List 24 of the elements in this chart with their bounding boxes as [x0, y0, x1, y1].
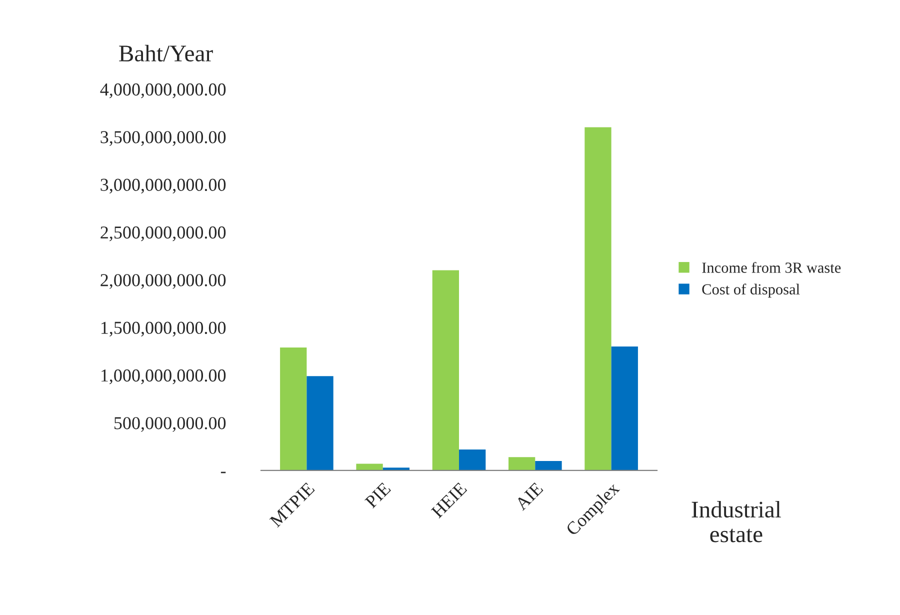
legend-label: Cost of disposal [702, 284, 800, 298]
y-tick-label: 1,500,000,000.00 [101, 322, 226, 337]
x-axis-title: Industrial estate [692, 500, 781, 542]
bar [508, 457, 536, 470]
legend-label: Income from 3R waste [702, 262, 841, 273]
y-tick-label: 1,000,000,000.00 [101, 369, 226, 384]
y-tick-label: 3,500,000,000.00 [100, 131, 226, 146]
y-tick-label: 4,000,000,000.00 [100, 83, 226, 98]
bar [356, 464, 383, 470]
x-tick-label: PIE [364, 482, 392, 509]
y-tick-label: 2,500,000,000.00 [100, 226, 226, 242]
y-axis-title: Baht/Year [119, 44, 213, 62]
bar [584, 127, 612, 470]
bar [459, 450, 486, 470]
bar [432, 270, 459, 470]
y-tick-label: 2,000,000,000.00 [100, 274, 226, 289]
y-tick-label: 500,000,000.00 [114, 417, 226, 432]
x-tick-label: AIE [514, 482, 544, 511]
bar [535, 460, 562, 470]
y-tick-label: 3,000,000,000.00 [100, 178, 226, 194]
bar [306, 376, 334, 470]
y-tick-label: - [220, 472, 226, 474]
bar [280, 348, 307, 470]
bar [611, 346, 638, 470]
